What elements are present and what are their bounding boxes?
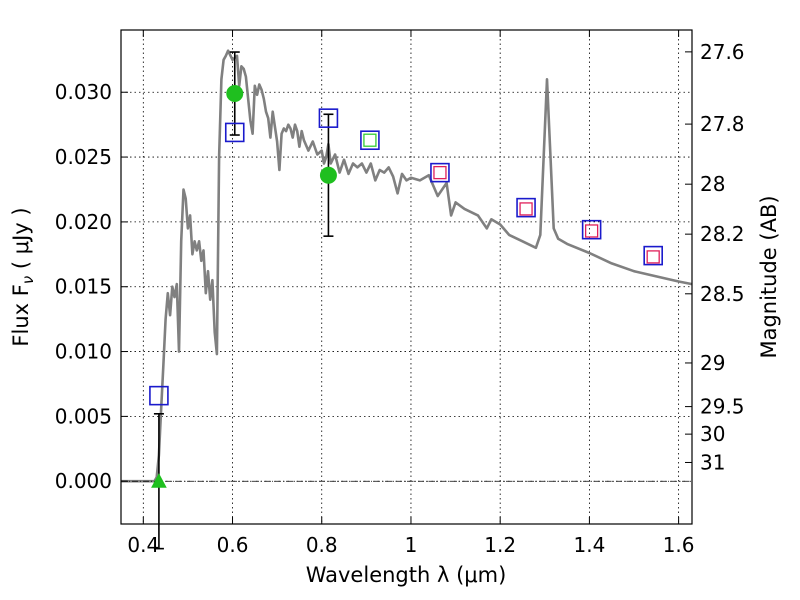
model-photometry-square	[224, 122, 245, 143]
x-tick-label: 1.2	[484, 533, 516, 557]
model-spectrum-line	[121, 49, 693, 483]
y-tick-label: 0.030	[55, 80, 112, 104]
inner-square-red	[433, 165, 447, 180]
inner-square-red	[646, 250, 660, 264]
x-tick-label: 0.8	[306, 533, 338, 557]
y2-tick-label: 28.2	[700, 222, 745, 246]
y-axis-label: Flux Fν ( μJy )	[9, 207, 37, 346]
x-tick-label: 1	[405, 533, 418, 557]
y-axis-label-subscript: ν	[19, 276, 37, 284]
model-photometry-square	[516, 197, 536, 218]
model-photometry-square	[643, 245, 663, 266]
y-tick-label: 0.005	[55, 404, 112, 428]
photometry-markers	[149, 85, 663, 488]
model-photometry-square	[430, 162, 450, 183]
y-tick-label: 0.000	[55, 469, 112, 493]
y2-tick-label: 30	[700, 422, 725, 446]
plot-frame	[120, 29, 693, 525]
y-tick-label: 0.025	[55, 145, 112, 169]
y-tick-label: 0.015	[55, 275, 112, 299]
axis-ticks	[121, 30, 692, 524]
inner-square-red	[519, 202, 533, 216]
y-axis-label-main: Flux F	[9, 284, 33, 346]
observed-flux-point	[226, 85, 244, 103]
x-tick-label: 0.4	[127, 533, 159, 557]
y-axis-label-unit: ( μJy )	[9, 207, 33, 275]
observed-flux-upper-limit	[151, 473, 167, 488]
model-photometry-square	[360, 130, 380, 151]
x-tick-label: 1.6	[663, 533, 695, 557]
y2-tick-label: 27.6	[700, 40, 745, 64]
y2-tick-label: 27.8	[700, 112, 745, 136]
model-photometry-square	[149, 385, 169, 406]
inner-square-green	[363, 133, 377, 147]
model-photometry-square	[581, 219, 602, 240]
x-tick-label: 0.6	[217, 533, 249, 557]
y2-tick-label: 29.5	[700, 395, 745, 419]
observed-flux-point	[319, 166, 337, 184]
x-axis-label: Wavelength λ (μm)	[306, 563, 507, 587]
y2-tick-label: 29	[700, 351, 725, 375]
y-tick-label: 0.020	[55, 210, 112, 234]
y-tick-label: 0.010	[55, 340, 112, 364]
model-spectrum	[121, 49, 693, 483]
x-tick-label: 1.4	[573, 533, 605, 557]
y2-tick-label: 31	[700, 450, 725, 474]
inner-square-red	[584, 224, 599, 238]
y2-tick-label: 28.5	[700, 282, 745, 306]
model-photometry-square	[318, 108, 339, 128]
tick-labels: 0.4 0.6 0.8 1 1.2 1.4 1.6 0.000 0.005 0.010 0.015 0…	[55, 40, 745, 557]
y2-axis-label: Magnitude (AB)	[757, 195, 781, 358]
y2-tick-label: 28	[700, 172, 725, 196]
